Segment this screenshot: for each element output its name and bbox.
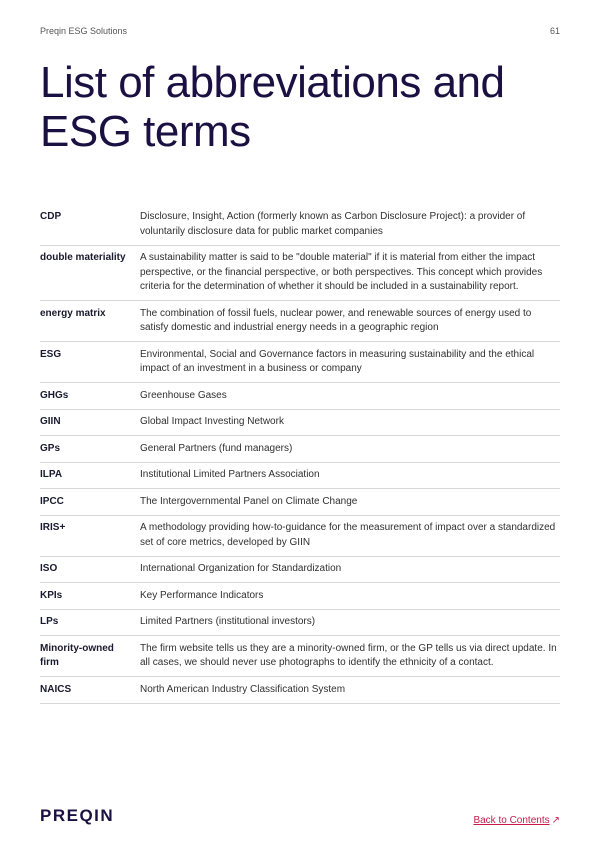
glossary-definition: Limited Partners (institutional investor… — [140, 609, 560, 636]
glossary-term: CDP — [40, 205, 140, 246]
glossary-term: ISO — [40, 556, 140, 583]
glossary-row: ISOInternational Organization for Standa… — [40, 556, 560, 583]
glossary-term: GPs — [40, 436, 140, 463]
glossary-term: GHGs — [40, 383, 140, 410]
glossary-row: IPCCThe Intergovernmental Panel on Clima… — [40, 489, 560, 516]
glossary-definition: The Intergovernmental Panel on Climate C… — [140, 489, 560, 516]
glossary-definition: General Partners (fund managers) — [140, 436, 560, 463]
glossary-term: IRIS+ — [40, 515, 140, 556]
back-link-label: Back to Contents — [473, 815, 549, 826]
glossary-definition: The firm website tells us they are a min… — [140, 636, 560, 677]
glossary-term: LPs — [40, 609, 140, 636]
page-number: 61 — [550, 26, 560, 36]
glossary-row: CDPDisclosure, Insight, Action (formerly… — [40, 205, 560, 246]
header-left: Preqin ESG Solutions — [40, 26, 127, 36]
arrow-icon: ↗ — [552, 815, 560, 826]
glossary-definition: Greenhouse Gases — [140, 383, 560, 410]
glossary-term: NAICS — [40, 677, 140, 704]
glossary-term: GIIN — [40, 409, 140, 436]
glossary-term: IPCC — [40, 489, 140, 516]
page-header: Preqin ESG Solutions 61 — [40, 26, 560, 36]
glossary-definition: North American Industry Classification S… — [140, 677, 560, 704]
glossary-row: double materialityA sustainability matte… — [40, 245, 560, 301]
glossary-term: double materiality — [40, 245, 140, 301]
glossary-row: ESGEnvironmental, Social and Governance … — [40, 342, 560, 383]
back-to-contents-link[interactable]: Back to Contents↗ — [473, 815, 560, 826]
glossary-term: energy matrix — [40, 301, 140, 342]
glossary-row: ILPAInstitutional Limited Partners Assoc… — [40, 462, 560, 489]
glossary-term: ESG — [40, 342, 140, 383]
glossary-row: KPIsKey Performance Indicators — [40, 583, 560, 610]
glossary-definition: Disclosure, Insight, Action (formerly kn… — [140, 205, 560, 246]
glossary-row: GIINGlobal Impact Investing Network — [40, 409, 560, 436]
glossary-term: KPIs — [40, 583, 140, 610]
glossary-row: NAICSNorth American Industry Classificat… — [40, 677, 560, 704]
glossary-row: energy matrixThe combination of fossil f… — [40, 301, 560, 342]
glossary-definition: Institutional Limited Partners Associati… — [140, 462, 560, 489]
glossary-row: LPsLimited Partners (institutional inves… — [40, 609, 560, 636]
glossary-term: ILPA — [40, 462, 140, 489]
glossary-table: CDPDisclosure, Insight, Action (formerly… — [40, 205, 560, 704]
glossary-definition: A methodology providing how-to-guidance … — [140, 515, 560, 556]
glossary-definition: International Organization for Standardi… — [140, 556, 560, 583]
glossary-definition: A sustainability matter is said to be "d… — [140, 245, 560, 301]
glossary-row: GHGsGreenhouse Gases — [40, 383, 560, 410]
glossary-definition: The combination of fossil fuels, nuclear… — [140, 301, 560, 342]
glossary-term: Minority-owned firm — [40, 636, 140, 677]
glossary-row: GPsGeneral Partners (fund managers) — [40, 436, 560, 463]
glossary-definition: Key Performance Indicators — [140, 583, 560, 610]
glossary-definition: Global Impact Investing Network — [140, 409, 560, 436]
preqin-logo: PREQIN — [40, 806, 114, 826]
glossary-definition: Environmental, Social and Governance fac… — [140, 342, 560, 383]
page-footer: PREQIN Back to Contents↗ — [40, 806, 560, 826]
page-title: List of abbreviations and ESG terms — [40, 58, 560, 157]
glossary-row: IRIS+A methodology providing how-to-guid… — [40, 515, 560, 556]
glossary-row: Minority-owned firmThe firm website tell… — [40, 636, 560, 677]
